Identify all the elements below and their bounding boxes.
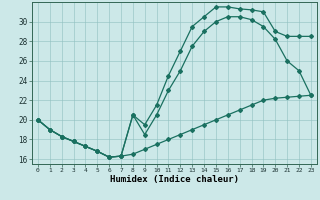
X-axis label: Humidex (Indice chaleur): Humidex (Indice chaleur) [110, 175, 239, 184]
